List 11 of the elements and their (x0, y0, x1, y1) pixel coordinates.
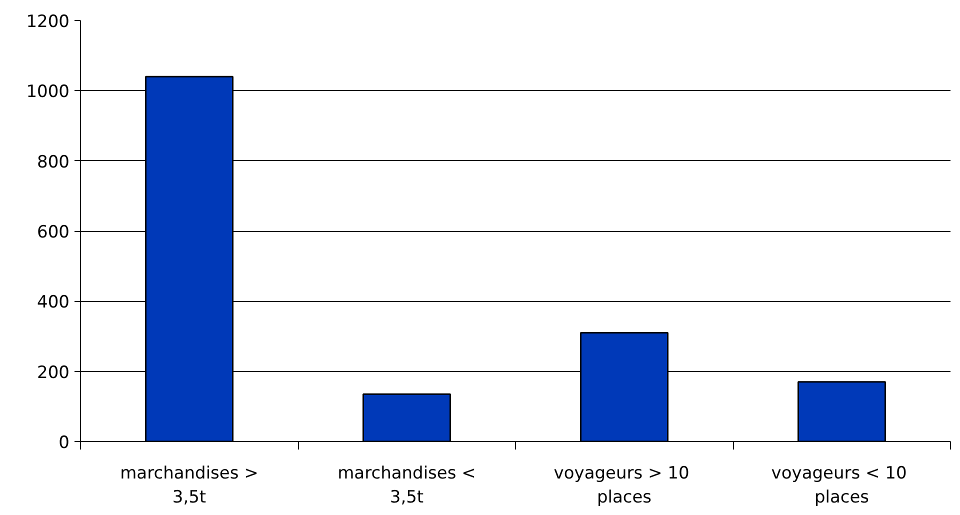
x-tick-label: voyageurs < 10 places (771, 464, 907, 508)
y-tick-label: 800 (37, 152, 70, 172)
y-tick-label: 600 (37, 222, 70, 242)
y-tick-label: 200 (37, 362, 70, 383)
y-tick-label: 1200 (26, 12, 70, 32)
x-tick-label: voyageurs > 10 places (554, 464, 690, 508)
x-tick-label: marchandises < 3,5t (338, 464, 476, 508)
y-tick-label: 400 (37, 292, 70, 313)
y-tick-label: 0 (58, 433, 70, 453)
y-tick-label: 1000 (26, 82, 70, 102)
x-tick-label: marchandises > 3,5t (120, 464, 258, 508)
